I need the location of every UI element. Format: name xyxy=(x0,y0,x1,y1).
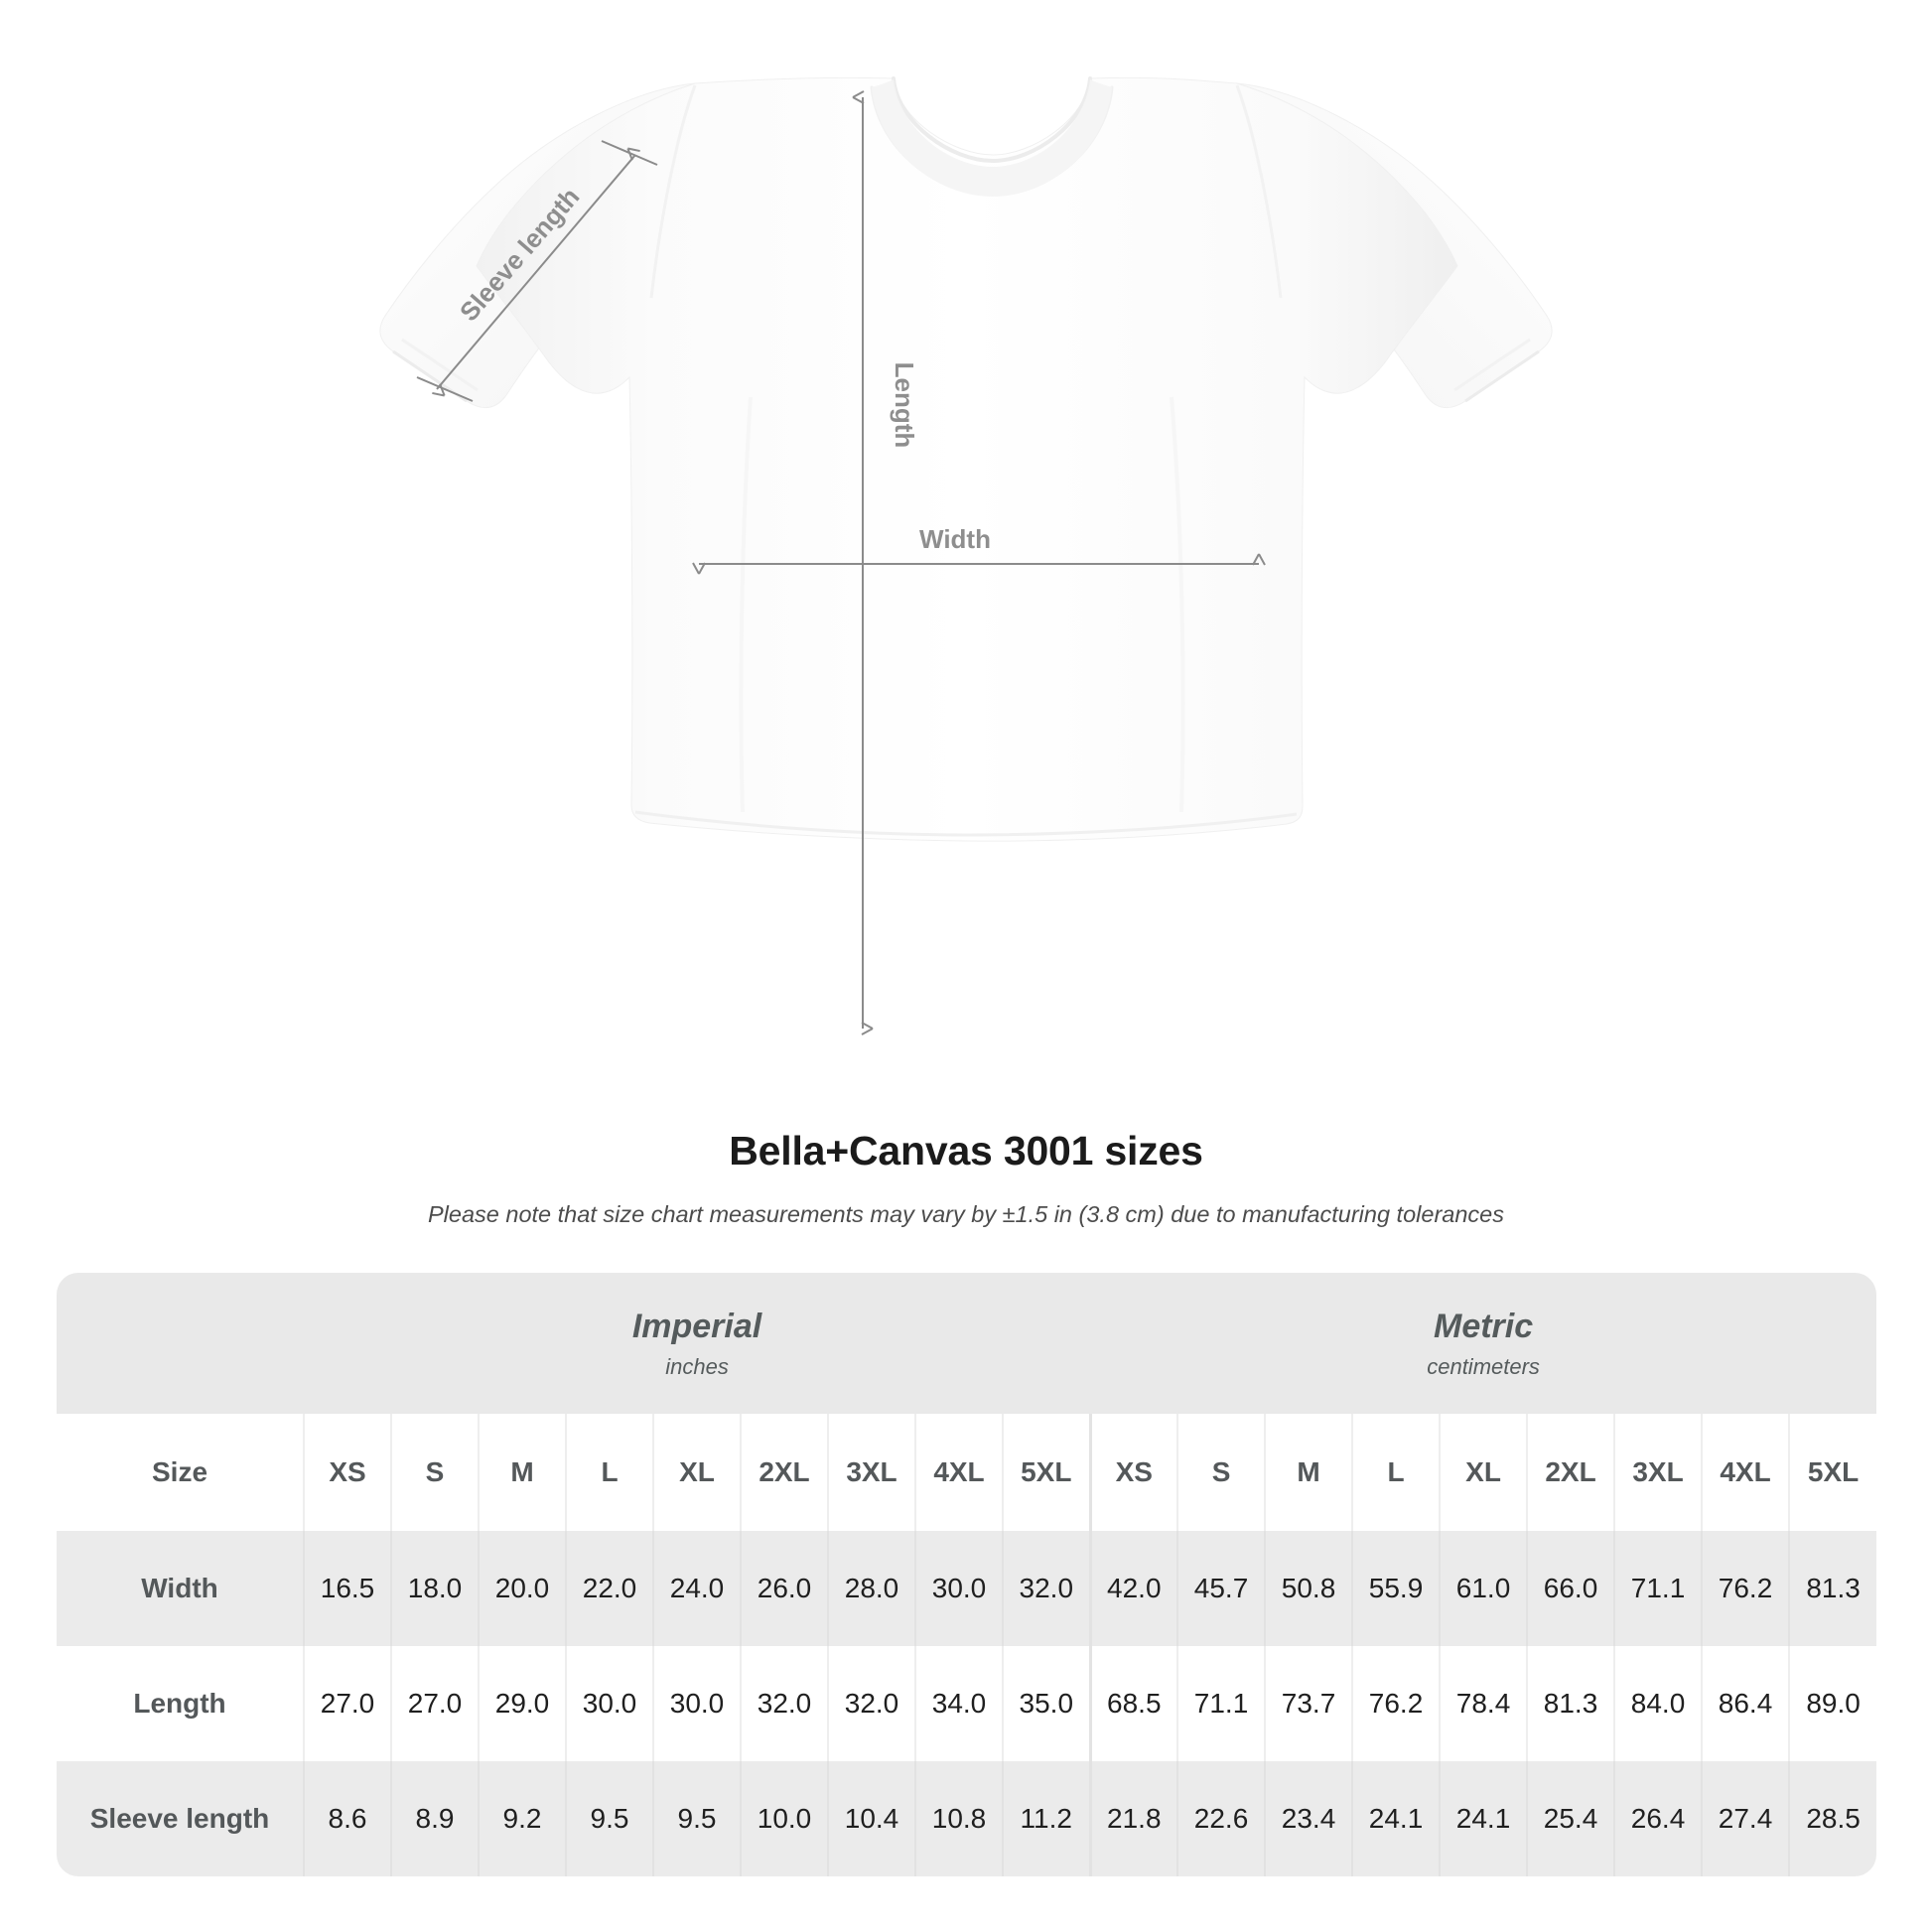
cell-width-metric-xs: 42.0 xyxy=(1088,1531,1178,1646)
garment-diagram: Sleeve length Length Width xyxy=(379,76,1553,1035)
cell-width-metric-xl: 61.0 xyxy=(1439,1531,1528,1646)
unit-group-subtitle: inches xyxy=(665,1353,729,1379)
row-header-width: Width xyxy=(57,1531,304,1646)
row-header-sleeve-length: Sleeve length xyxy=(57,1761,304,1876)
size-header-row: Size XS S M L XL 2XL 3XL 4XL 5XL XS S M L XL 2XL 3XL 4XL 5… xyxy=(57,1414,1877,1531)
cell-sleeve-length-imperial-5xl: 11.2 xyxy=(1001,1761,1091,1876)
cell-length-imperial-xs: 27.0 xyxy=(303,1646,391,1761)
cell-length-imperial-m: 29.0 xyxy=(478,1646,566,1761)
size-header-imperial-s: S xyxy=(390,1414,479,1531)
cell-width-imperial-2xl: 26.0 xyxy=(740,1531,828,1646)
size-header-imperial-xl: XL xyxy=(652,1414,741,1531)
width-label: Width xyxy=(919,524,991,554)
cell-sleeve-length-imperial-4xl: 10.8 xyxy=(914,1761,1003,1876)
cell-sleeve-length-metric-s: 22.6 xyxy=(1176,1761,1266,1876)
cell-length-imperial-xl: 30.0 xyxy=(652,1646,741,1761)
tolerance-note: Please note that size chart measurements… xyxy=(428,1201,1504,1228)
size-header-imperial-2xl: 2XL xyxy=(740,1414,828,1531)
cell-sleeve-length-imperial-s: 8.9 xyxy=(390,1761,479,1876)
size-header-metric-m: M xyxy=(1264,1414,1353,1531)
cell-width-metric-s: 45.7 xyxy=(1176,1531,1266,1646)
cell-width-metric-4xl: 76.2 xyxy=(1701,1531,1790,1646)
page-title: Bella+Canvas 3001 sizes xyxy=(729,1128,1203,1173)
length-label: Length xyxy=(890,362,919,449)
cell-width-imperial-l: 22.0 xyxy=(565,1531,653,1646)
cell-length-imperial-2xl: 32.0 xyxy=(740,1646,828,1761)
size-header-imperial-5xl: 5XL xyxy=(1001,1414,1091,1531)
size-header-metric-5xl: 5XL xyxy=(1788,1414,1877,1531)
cell-length-metric-m: 73.7 xyxy=(1264,1646,1353,1761)
cell-length-metric-4xl: 86.4 xyxy=(1701,1646,1790,1761)
cell-width-imperial-xs: 16.5 xyxy=(303,1531,391,1646)
cell-length-metric-5xl: 89.0 xyxy=(1788,1646,1877,1761)
cell-length-metric-l: 76.2 xyxy=(1351,1646,1441,1761)
row-header-length: Length xyxy=(57,1646,304,1761)
size-header-metric-xs: XS xyxy=(1088,1414,1178,1531)
width-measure: Width xyxy=(692,524,1266,575)
cell-sleeve-length-metric-4xl: 27.4 xyxy=(1701,1761,1790,1876)
cell-sleeve-length-imperial-xs: 8.6 xyxy=(303,1761,391,1876)
cell-sleeve-length-imperial-2xl: 10.0 xyxy=(740,1761,828,1876)
chart-heading: Bella+Canvas 3001 sizes Please note that… xyxy=(0,1127,1932,1230)
size-header-imperial-4xl: 4XL xyxy=(914,1414,1003,1531)
cell-length-imperial-l: 30.0 xyxy=(565,1646,653,1761)
size-header-imperial-m: M xyxy=(478,1414,566,1531)
unit-group-metric: Metric centimeters xyxy=(1090,1273,1877,1414)
cell-width-metric-m: 50.8 xyxy=(1264,1531,1353,1646)
table-row: Width 16.5 18.0 20.0 22.0 24.0 26.0 28.0 30.0 32.… xyxy=(57,1531,1877,1646)
size-chart-table-container: Imperial inches Metric centimeters Size XS S M L… xyxy=(57,1273,1877,1876)
size-header-metric-s: S xyxy=(1176,1414,1266,1531)
cell-width-metric-3xl: 71.1 xyxy=(1613,1531,1703,1646)
cell-length-metric-s: 71.1 xyxy=(1176,1646,1266,1761)
cell-width-imperial-3xl: 28.0 xyxy=(827,1531,915,1646)
cell-sleeve-length-metric-xl: 24.1 xyxy=(1439,1761,1528,1876)
size-header-metric-3xl: 3XL xyxy=(1613,1414,1703,1531)
size-header-metric-2xl: 2XL xyxy=(1526,1414,1615,1531)
size-column-header: Size xyxy=(57,1414,304,1531)
unit-group-name: Metric xyxy=(1434,1307,1534,1345)
unit-group-name: Imperial xyxy=(631,1307,762,1345)
cell-length-imperial-4xl: 34.0 xyxy=(914,1646,1003,1761)
cell-length-metric-3xl: 84.0 xyxy=(1613,1646,1703,1761)
size-header-metric-4xl: 4XL xyxy=(1701,1414,1790,1531)
size-header-imperial-xs: XS xyxy=(303,1414,391,1531)
cell-width-metric-5xl: 81.3 xyxy=(1788,1531,1877,1646)
cell-length-metric-2xl: 81.3 xyxy=(1526,1646,1615,1761)
cell-sleeve-length-imperial-l: 9.5 xyxy=(565,1761,653,1876)
cell-width-imperial-4xl: 30.0 xyxy=(914,1531,1003,1646)
cell-width-metric-2xl: 66.0 xyxy=(1526,1531,1615,1646)
cell-sleeve-length-metric-2xl: 25.4 xyxy=(1526,1761,1615,1876)
table-row: Sleeve length 8.6 8.9 9.2 9.5 9.5 10.0 10.4 10.8… xyxy=(57,1761,1877,1876)
unit-group-subtitle: centimeters xyxy=(1427,1353,1540,1379)
cell-width-imperial-m: 20.0 xyxy=(478,1531,566,1646)
table-row: Length 27.0 27.0 29.0 30.0 30.0 32.0 32.0 34.0 35… xyxy=(57,1646,1877,1761)
cell-sleeve-length-metric-xs: 21.8 xyxy=(1088,1761,1178,1876)
size-chart-table: Imperial inches Metric centimeters Size XS S M L… xyxy=(57,1273,1877,1876)
cell-length-metric-xs: 68.5 xyxy=(1088,1646,1178,1761)
cell-width-imperial-s: 18.0 xyxy=(390,1531,479,1646)
cell-length-imperial-5xl: 35.0 xyxy=(1001,1646,1091,1761)
size-header-imperial-l: L xyxy=(565,1414,653,1531)
cell-sleeve-length-metric-5xl: 28.5 xyxy=(1788,1761,1877,1876)
cell-length-metric-xl: 78.4 xyxy=(1439,1646,1528,1761)
cell-width-metric-l: 55.9 xyxy=(1351,1531,1441,1646)
cell-sleeve-length-imperial-3xl: 10.4 xyxy=(827,1761,915,1876)
sleeve-length-arrow xyxy=(432,147,640,397)
cell-sleeve-length-metric-l: 24.1 xyxy=(1351,1761,1441,1876)
unit-row-spacer xyxy=(57,1273,304,1414)
cell-sleeve-length-imperial-m: 9.2 xyxy=(478,1761,566,1876)
size-header-metric-xl: XL xyxy=(1439,1414,1528,1531)
cell-sleeve-length-imperial-xl: 9.5 xyxy=(652,1761,741,1876)
cell-width-imperial-xl: 24.0 xyxy=(652,1531,741,1646)
size-header-imperial-3xl: 3XL xyxy=(827,1414,915,1531)
cell-sleeve-length-metric-m: 23.4 xyxy=(1264,1761,1353,1876)
cell-length-imperial-3xl: 32.0 xyxy=(827,1646,915,1761)
cell-width-imperial-5xl: 32.0 xyxy=(1001,1531,1091,1646)
cell-sleeve-length-metric-3xl: 26.4 xyxy=(1613,1761,1703,1876)
size-header-metric-l: L xyxy=(1351,1414,1441,1531)
unit-group-imperial: Imperial inches xyxy=(304,1273,1091,1414)
unit-group-row: Imperial inches Metric centimeters xyxy=(57,1273,1877,1414)
cell-length-imperial-s: 27.0 xyxy=(390,1646,479,1761)
